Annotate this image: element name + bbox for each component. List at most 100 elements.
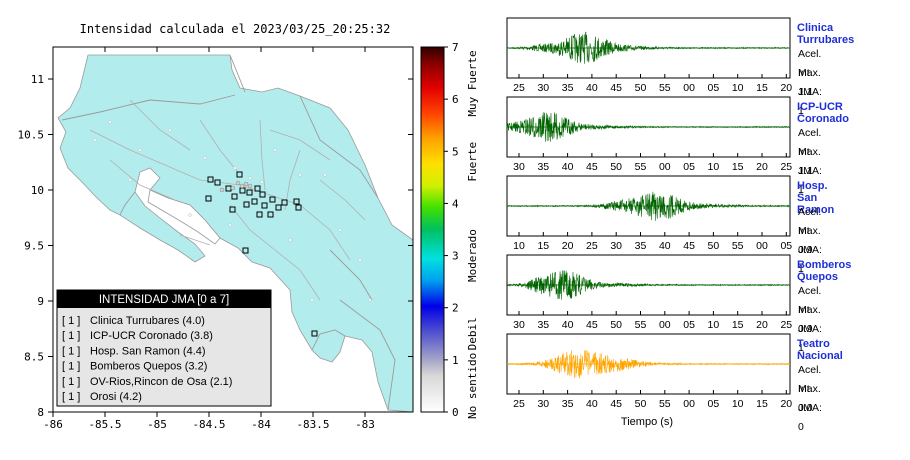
legend-item-label: Bomberos Quepos (3.2) [90,361,207,373]
time-tick-label: 20 [562,240,574,252]
time-tick-label: 55 [659,398,671,410]
lon-tick-label: -86 [43,418,63,431]
time-tick-label: 25 [586,240,598,252]
legend-item-label: ICP-UCR Coronado (3.8) [90,330,213,342]
colorbar-tick-label: 6 [452,93,459,106]
time-tick-label: 30 [513,161,525,173]
time-tick-label: 25 [513,82,525,94]
time-tick-label: 55 [732,240,744,252]
colorbar-tick-label: 1 [452,354,459,367]
lon-tick-label: -85 [147,418,167,431]
time-tick-label: 00 [756,240,768,252]
time-tick-label: 15 [756,82,768,94]
station-name: Teatro Nacional [797,338,843,362]
station-name: Hosp. San Ramon [797,180,835,216]
time-tick-label: 40 [562,161,574,173]
legend-item-label: OV-Rios,Rincon de Osa (2.1) [90,376,232,388]
legend-item-label: Orosi (4.2) [90,391,142,403]
time-tick-label: 30 [537,398,549,410]
time-tick-label: 05 [708,398,720,410]
time-tick-label: 45 [610,82,622,94]
time-tick-label: 50 [610,161,622,173]
time-tick-label: 30 [537,82,549,94]
map-title: Intensidad calculada el 2023/03/25_20:25… [79,22,391,36]
waveform-panel: 30 35 40 45 50 55 00 05 10 15 20 25 [506,254,792,331]
waveform-panels: 25 30 35 40 45 50 55 00 05 10 15 20 30 35 40 45 50 55 00 05… [506,17,792,410]
time-tick-label: 10 [732,82,744,94]
time-tick-label: 00 [683,398,695,410]
waveform-trace [506,191,791,221]
waveform-trace [506,112,791,142]
time-tick-label: 45 [586,319,598,331]
station-accel-max: Acel. Max. 1.1 [798,127,822,177]
time-tick-label: 55 [635,319,647,331]
legend-item-count: [ 1 ] [62,391,80,403]
time-tick-label: 15 [732,319,744,331]
colorbar-tick-label: 7 [452,41,459,54]
lon-tick-label: -84.5 [192,418,225,431]
station-accel-max: Acel. Max. 0.9 [798,206,822,256]
station-name: Clinica Turrubares [797,22,855,46]
time-tick-label: 00 [683,82,695,94]
colorbar-tick-label: 2 [452,302,459,315]
time-tick-label: 15 [756,398,768,410]
waveform-panel: 30 35 40 45 50 55 00 05 10 15 20 25 [506,96,792,173]
station-name: ICP-UCR Coronado [797,101,849,125]
lat-tick-label: 10.5 [18,129,45,142]
colorbar-tick-label: 5 [452,145,459,158]
lat-tick-label: 8.5 [24,351,44,364]
lat-tick-label: 9.5 [24,240,44,253]
lon-tick-label: -85.5 [88,418,121,431]
station-accel-max: Acel. Max. 1.1 [798,48,822,98]
colorbar-category-label: Muy Fuerte [466,50,479,116]
lon-tick-label: -84 [251,418,271,431]
time-tick-label: 50 [708,240,720,252]
time-tick-label: 25 [780,319,792,331]
time-tick-label: 05 [708,82,720,94]
time-tick-label: 10 [708,319,720,331]
time-tick-label: 00 [659,319,671,331]
time-tick-label: 45 [586,161,598,173]
time-tick-label: 20 [756,161,768,173]
time-tick-label: 20 [780,82,792,94]
lat-tick-label: 10 [31,184,44,197]
time-tick-label: 45 [683,240,695,252]
lon-tick-label: -83 [355,418,375,431]
time-tick-label: 35 [635,240,647,252]
station-name: Bomberos Quepos [797,259,852,283]
lon-tick-label: -83.5 [296,418,329,431]
time-tick-label: 55 [659,82,671,94]
time-tick-label: 55 [635,161,647,173]
waveform-panel: 25 30 35 40 45 50 55 00 05 10 15 20 [506,17,792,94]
time-tick-label: 30 [610,240,622,252]
station-accel-max: Acel. Max. 0.0 [798,364,822,414]
time-tick-label: 50 [610,319,622,331]
legend-item-count: [ 1 ] [62,361,80,373]
time-tick-label: 30 [513,319,525,331]
time-tick-label: 35 [562,82,574,94]
legend-item-count: [ 1 ] [62,345,80,357]
time-tick-label: 40 [586,82,598,94]
colorbar: 0 1 2 3 4 5 6 7 No sentido Debil Moderado Fuerte Mu… [420,41,479,419]
waveform-trace [506,270,791,300]
time-tick-label: 15 [732,161,744,173]
latitude-axis: 8 8.5 9 9.5 10 10.5 11 [18,73,413,419]
station-int-jma: Int JMA: 1 [798,146,822,196]
intensity-legend: INTENSIDAD JMA [0 a 7] [ 1 ] Clinica Turr… [56,289,272,407]
colorbar-category-label: No sentido [466,353,479,419]
time-tick-label: 00 [659,161,671,173]
station-int-jma: Int JMA: 1 [798,225,822,275]
time-tick-label: 35 [537,319,549,331]
time-tick-label: 50 [635,398,647,410]
colorbar-tick-label: 3 [452,250,459,263]
time-tick-label: 35 [537,161,549,173]
waveform-panel: 10 15 20 25 30 35 40 45 50 55 00 05 [506,175,792,252]
lat-tick-label: 8 [37,406,44,419]
legend-title: INTENSIDAD JMA [0 a 7] [99,294,229,306]
time-tick-label: 05 [683,161,695,173]
time-tick-label: 40 [659,240,671,252]
longitude-axis: -86 -85.5 -85 -84.5 -84 -83.5 -83 [43,47,375,431]
colorbar-category-label: Debil [466,317,479,350]
legend-item-label: Clinica Turrubares (4.0) [90,315,205,327]
